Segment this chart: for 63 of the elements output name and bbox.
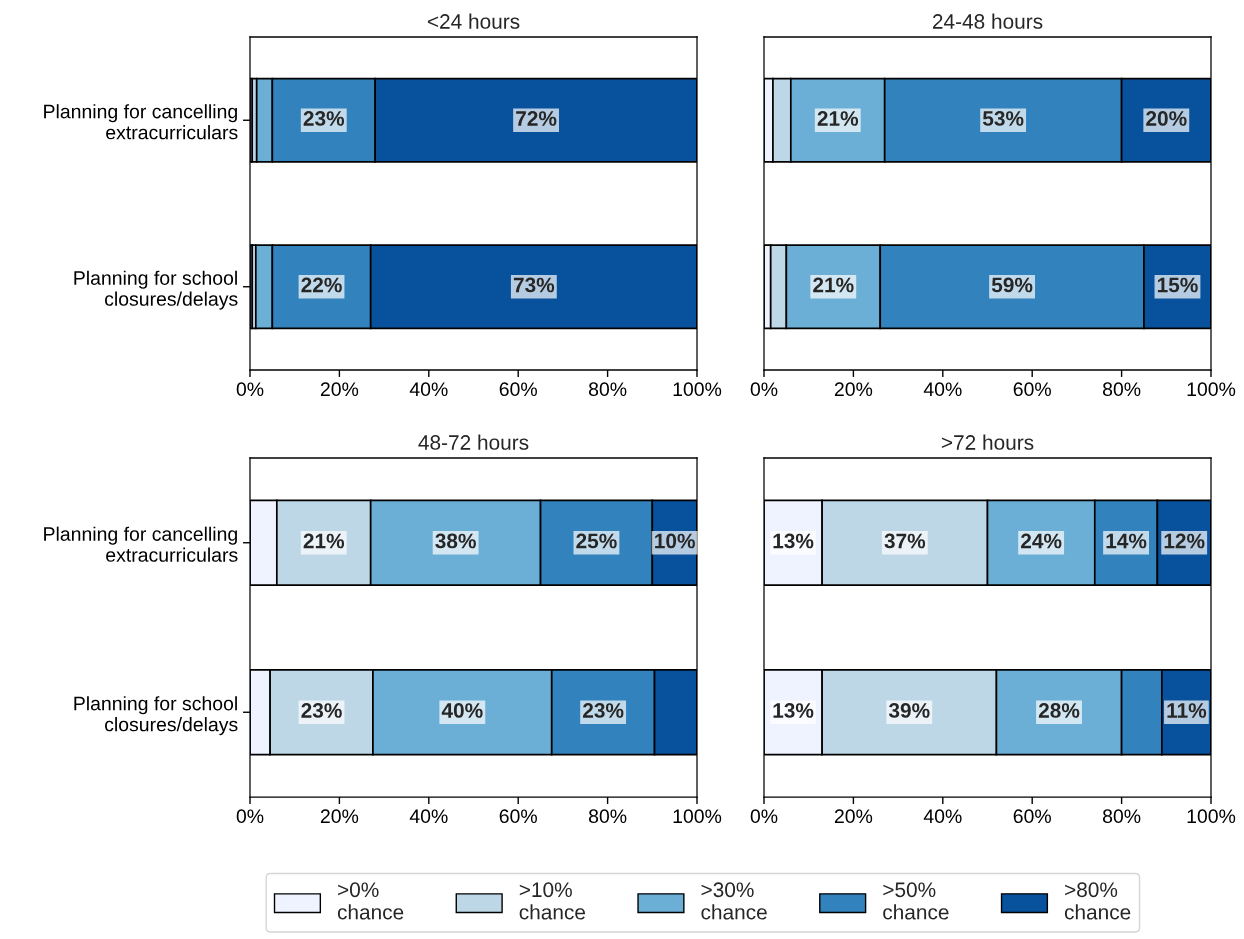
data-label: 23% — [303, 111, 345, 126]
x-tick-label: 80% — [1102, 382, 1141, 397]
x-tick-label: 40% — [923, 382, 962, 397]
y-tick-label: Planning for school closures/delays — [74, 696, 238, 736]
x-tick-label: 0% — [750, 809, 778, 824]
data-label: 23% — [583, 703, 624, 718]
chart-title: <24 hours — [427, 13, 520, 29]
data-label: 38% — [435, 533, 476, 549]
x-tick-label: 60% — [1013, 382, 1051, 397]
data-label: 25% — [576, 533, 617, 549]
x-tick-label: 20% — [834, 809, 873, 824]
chart-title: 48-72 hours — [418, 434, 529, 450]
data-label: 59% — [991, 277, 1033, 293]
x-tick-label: 60% — [499, 809, 537, 824]
x-tick-label: 100% — [673, 809, 722, 824]
y-tick-label: Planning for cancelling extracurriculars — [44, 526, 238, 562]
data-label: 73% — [513, 277, 555, 293]
x-tick-label: 20% — [320, 382, 359, 397]
data-label: 37% — [884, 533, 926, 549]
data-label: 21% — [303, 533, 345, 549]
y-tick-label: Planning for school closures/delays — [74, 270, 238, 310]
legend-label: >80% chance — [1064, 882, 1131, 920]
chart-title: >72 hours — [941, 434, 1034, 450]
chart-title: 24-48 hours — [932, 13, 1043, 29]
x-tick-label: 100% — [1187, 809, 1236, 824]
legend-label: >30% chance — [701, 882, 767, 920]
x-tick-label: 80% — [588, 809, 627, 824]
data-label: 39% — [888, 703, 930, 718]
x-tick-label: 40% — [409, 382, 448, 397]
data-label: 21% — [813, 277, 854, 293]
data-label: 24% — [1021, 533, 1062, 549]
y-tick-label: Planning for cancelling extracurriculars — [44, 104, 238, 140]
x-tick-label: 40% — [409, 809, 448, 824]
x-tick-label: 80% — [588, 382, 627, 397]
x-tick-label: 0% — [236, 382, 264, 397]
x-tick-label: 20% — [834, 382, 873, 397]
data-label: 22% — [301, 277, 342, 293]
data-label: 14% — [1106, 533, 1147, 549]
data-label: 53% — [982, 111, 1024, 126]
x-tick-label: 100% — [1187, 382, 1236, 397]
x-tick-label: 0% — [236, 809, 264, 824]
x-tick-label: 0% — [750, 382, 778, 397]
legend-label: >0% chance — [337, 882, 404, 920]
legend-label: >10% chance — [519, 882, 586, 920]
data-label: 12% — [1164, 533, 1205, 549]
x-tick-label: 80% — [1102, 809, 1141, 824]
x-tick-label: 100% — [673, 382, 722, 397]
data-label: 72% — [516, 111, 557, 126]
data-label: 21% — [817, 111, 859, 126]
data-label: 13% — [773, 703, 814, 718]
data-label: 20% — [1146, 111, 1187, 126]
legend-label: >50% chance — [883, 882, 949, 920]
data-label: 28% — [1038, 703, 1080, 718]
x-tick-label: 60% — [499, 382, 537, 397]
data-label: 13% — [773, 533, 814, 549]
x-tick-label: 60% — [1013, 809, 1051, 824]
x-tick-label: 40% — [923, 809, 962, 824]
data-label: 40% — [441, 703, 483, 718]
x-tick-label: 20% — [320, 809, 359, 824]
data-label: 11% — [1167, 703, 1207, 718]
data-label: 15% — [1157, 277, 1198, 293]
data-label: 23% — [301, 703, 342, 718]
data-label: 10% — [655, 533, 695, 549]
